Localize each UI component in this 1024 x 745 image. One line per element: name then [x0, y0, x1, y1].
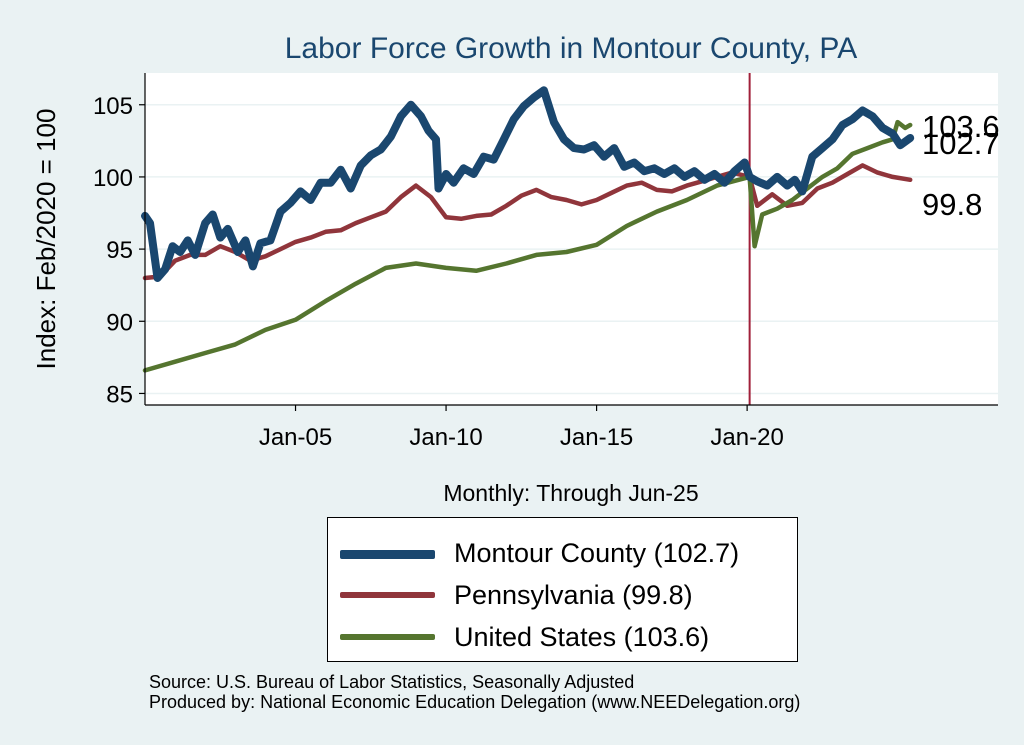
- legend-label-montour: Montour County (102.7): [454, 538, 740, 568]
- x-tick-label: Jan-10: [409, 424, 482, 451]
- x-tick-label: Jan-15: [560, 424, 633, 451]
- y-tick-label: 95: [106, 237, 133, 264]
- plot-area: [145, 73, 998, 405]
- end-label-montour: 102.7: [922, 126, 1000, 161]
- end-label-united-states: 103.6: [922, 109, 1000, 144]
- y-tick-label: 85: [106, 381, 133, 408]
- end-label-pennsylvania: 99.8: [922, 187, 982, 222]
- x-tick-label: Jan-20: [710, 424, 783, 451]
- legend-swatch-united-states: [340, 634, 435, 640]
- y-axis-label: Index: Feb/2020 = 100: [31, 109, 61, 370]
- source-line: Source: U.S. Bureau of Labor Statistics,…: [149, 672, 635, 692]
- legend-swatch-montour: [340, 550, 435, 559]
- legend: Montour County (102.7) Pennsylvania (99.…: [327, 517, 798, 662]
- source-note: Source: U.S. Bureau of Labor Statistics,…: [149, 672, 800, 712]
- y-tick-label: 100: [93, 165, 133, 192]
- y-tick-label: 90: [106, 309, 133, 336]
- series-line-montour: [141, 86, 915, 282]
- produced-by-line: Produced by: National Economic Education…: [149, 692, 801, 712]
- legend-label-pennsylvania: Pennsylvania (99.8): [454, 580, 693, 610]
- series-group: [141, 86, 915, 373]
- series-line-pennsylvania: [142, 163, 913, 281]
- x-tick-label: Jan-05: [259, 424, 332, 451]
- axes: 85 90 95 100 105 Jan-05 Jan-10 Jan-15 Jan-20: [93, 73, 998, 451]
- chart-title: Labor Force Growth in Montour County, PA: [285, 32, 857, 65]
- series-line-united-states: [142, 119, 913, 373]
- y-tick-label: 105: [93, 93, 133, 120]
- legend-label-united-states: United States (103.6): [454, 622, 710, 652]
- x-axis-label: Monthly: Through Jun-25: [443, 480, 698, 506]
- legend-swatch-pennsylvania: [340, 592, 435, 598]
